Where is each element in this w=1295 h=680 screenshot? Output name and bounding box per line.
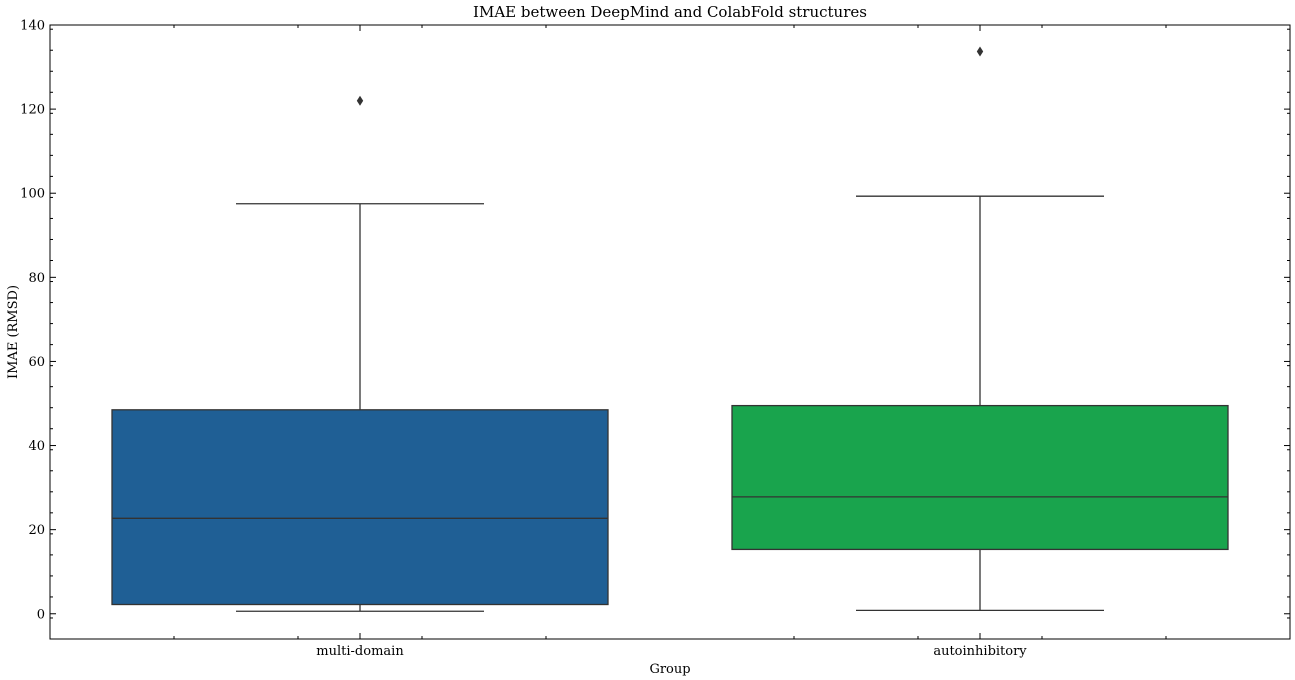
box-body bbox=[731, 404, 1229, 551]
boxes-layer bbox=[111, 46, 1229, 612]
plot-area-frame bbox=[49, 24, 1291, 640]
box-autoinhibitory bbox=[731, 46, 1229, 612]
y-tick-label: 20 bbox=[28, 523, 45, 538]
chart-title: IMAE between DeepMind and ColabFold stru… bbox=[473, 3, 867, 21]
x-tick-labels: multi-domain autoinhibitory bbox=[316, 644, 1027, 659]
outlier-marker bbox=[976, 46, 984, 57]
x-tick-label: autoinhibitory bbox=[933, 644, 1027, 659]
y-tick-label: 60 bbox=[28, 355, 45, 370]
y-tick-labels: 0 20 40 60 80 100 120 140 bbox=[20, 19, 45, 623]
y-tick-label: 0 bbox=[37, 607, 45, 622]
box-body bbox=[111, 409, 609, 606]
x-axis-label: Group bbox=[649, 662, 690, 677]
y-tick-label: 120 bbox=[20, 103, 45, 118]
outlier-marker bbox=[356, 95, 364, 106]
ticks-layer bbox=[50, 24, 1290, 640]
x-tick-label: multi-domain bbox=[316, 644, 404, 659]
y-tick-label: 100 bbox=[20, 187, 45, 202]
y-tick-label: 40 bbox=[28, 439, 45, 454]
y-tick-label: 80 bbox=[28, 271, 45, 286]
y-tick-label: 140 bbox=[20, 19, 45, 34]
box-multi-domain bbox=[111, 95, 609, 612]
y-axis-label: IMAE (RMSD) bbox=[6, 285, 21, 379]
